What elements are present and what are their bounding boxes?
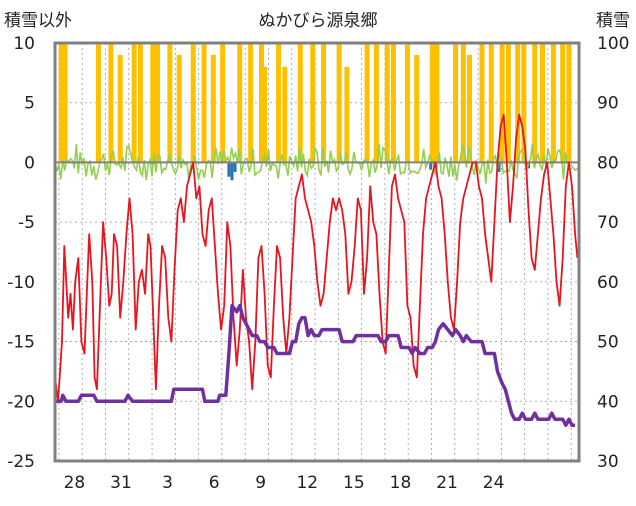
precipitation-bar [58,43,64,163]
plot-border [53,41,581,463]
right-tick-label: 100 [597,34,629,54]
precipitation-bar [310,43,316,163]
precipitation-bar [344,66,350,163]
precipitation-bar [390,43,396,163]
x-tick-label: 18 [390,473,412,493]
right-tick-label: 60 [597,273,619,293]
precipitation-bar [117,54,123,163]
precipitation-bar [190,43,196,163]
left-tick-label: -10 [7,273,35,293]
x-tick-label: 15 [343,473,365,493]
precipitation-bar [276,43,282,163]
precipitation-bar [467,54,473,163]
precipitation-bar [479,43,485,163]
precipitation-bar [488,43,494,163]
right-tick-label: 40 [597,392,619,412]
sunshine-bar [429,162,433,170]
x-tick-label: 3 [162,473,173,493]
precipitation-bar [429,43,435,163]
precipitation-bar [137,43,143,163]
left-tick-label: -15 [7,333,35,353]
precipitation-bar [460,43,466,163]
right-tick-label: 50 [597,333,619,353]
precipitation-bar [505,43,511,163]
left-tick-label: 5 [24,94,35,114]
snow-depth-line [55,303,576,427]
precipitation-bar [282,66,288,163]
x-tick-label: 21 [436,473,458,493]
precipitation-bar [154,43,160,163]
left-tick-label: 10 [13,34,35,54]
left-tick-label: -25 [7,452,35,472]
precipitation-bar [201,43,207,163]
precipitation-bar [176,54,182,163]
precipitation-bar [108,43,114,163]
x-tick-label: 6 [209,473,220,493]
precipitation-bar [566,43,572,163]
precipitation-bar [210,54,216,163]
precipitation-bar [248,43,254,163]
precipitation-bar [336,43,342,163]
left-tick-label: -20 [7,392,35,412]
precipitation-bar [453,43,459,163]
precipitation-bar [550,43,556,163]
precipitation-bar [434,43,440,163]
temperature-line [54,113,579,403]
sunshine-bar [230,162,234,181]
x-tick-label: 12 [296,473,318,493]
precipitation-bar [414,54,420,163]
precipitation-bar [321,43,327,163]
precipitation-bar [404,43,410,163]
precipitation-bar [384,43,390,163]
precipitation-bar [560,43,566,163]
precipitation-bar [220,43,226,163]
sunshine-bar [233,162,237,172]
precipitation-bar [373,43,379,163]
right-tick-label: 30 [597,452,619,472]
x-tick-label: 9 [255,473,266,493]
precipitation-bar [297,43,303,163]
precipitation-bar [521,43,527,163]
right-axis-label: 積雪 [596,11,630,30]
right-tick-label: 70 [597,213,619,233]
precipitation-bar [237,43,243,163]
precipitation-bar [167,43,173,163]
x-tick-label: 28 [64,473,86,493]
x-tick-label: 31 [110,473,132,493]
precipitation-bar [540,43,546,163]
precipitation-bar [258,43,264,163]
sunshine-bar [227,162,231,177]
precipitation-bar [62,43,68,163]
precipitation-bar [364,43,370,163]
x-tick-label: 24 [483,473,505,493]
precipitation-bar [262,66,268,163]
right-tick-label: 80 [597,153,619,173]
precipitation-bar [515,43,521,163]
precipitation-bar [131,43,137,163]
precipitation-bar [95,43,101,163]
wind-line [54,143,580,184]
precipitation-bar [532,43,538,163]
precipitation-bar [499,43,505,163]
sunshine-bar [497,162,501,172]
precipitation-bar [150,43,156,163]
left-tick-label: -5 [18,213,35,233]
right-tick-label: 90 [597,94,619,114]
left-axis-label: 積雪以外 [4,11,72,30]
left-tick-label: 0 [24,153,35,173]
